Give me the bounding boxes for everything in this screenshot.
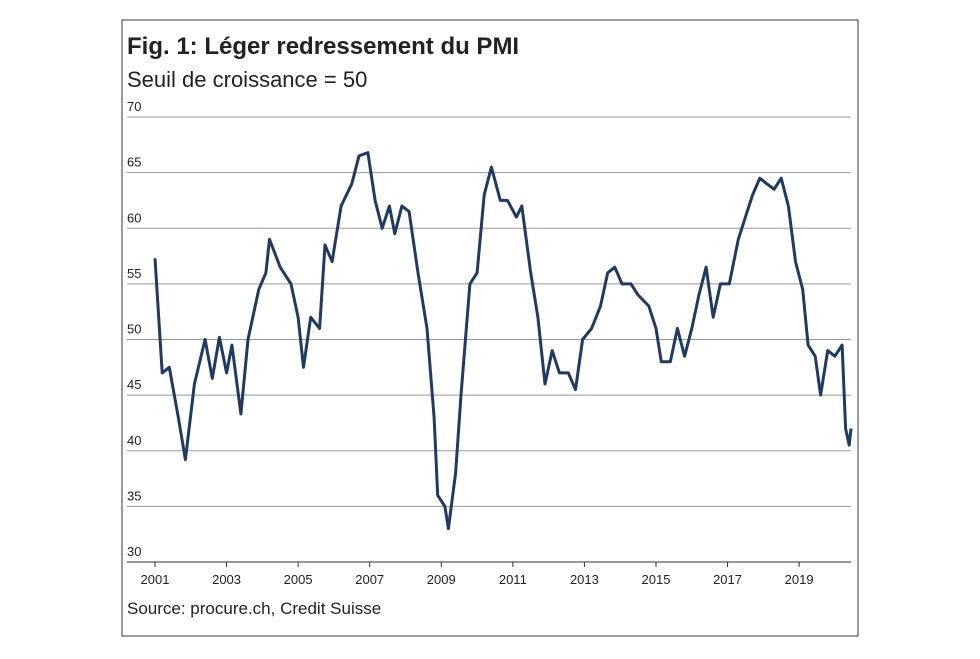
y-tick-label: 70 (127, 99, 141, 114)
x-tick-label: 2011 (499, 572, 527, 587)
chart-subtitle: Seuil de croissance = 50 (127, 67, 367, 92)
x-tick-label: 2007 (355, 572, 384, 587)
x-tick-label: 2019 (785, 572, 814, 587)
x-tick-label: 2003 (212, 572, 241, 587)
x-tick-label: 2005 (284, 572, 313, 587)
y-tick-label: 55 (127, 266, 141, 281)
x-tick-label: 2013 (570, 572, 599, 587)
y-tick-label: 60 (127, 210, 141, 225)
data-line (153, 151, 853, 531)
y-tick-label: 35 (127, 488, 141, 503)
y-tick-label: 50 (127, 322, 141, 337)
x-tick-label: 2015 (642, 572, 671, 587)
chart-title: Fig. 1: Léger redressement du PMI (127, 33, 519, 60)
y-tick-label: 30 (127, 544, 141, 559)
x-tick-label: 2017 (713, 572, 742, 587)
source-note: Source: procure.ch, Credit Suisse (127, 599, 381, 618)
frame (121, 19, 859, 637)
y-tick-label: 45 (127, 377, 141, 392)
y-tick-label: 40 (127, 433, 141, 448)
x-tick-label: 2001 (141, 572, 170, 587)
y-tick-label: 65 (127, 155, 141, 170)
x-tick-label: 2009 (427, 572, 456, 587)
